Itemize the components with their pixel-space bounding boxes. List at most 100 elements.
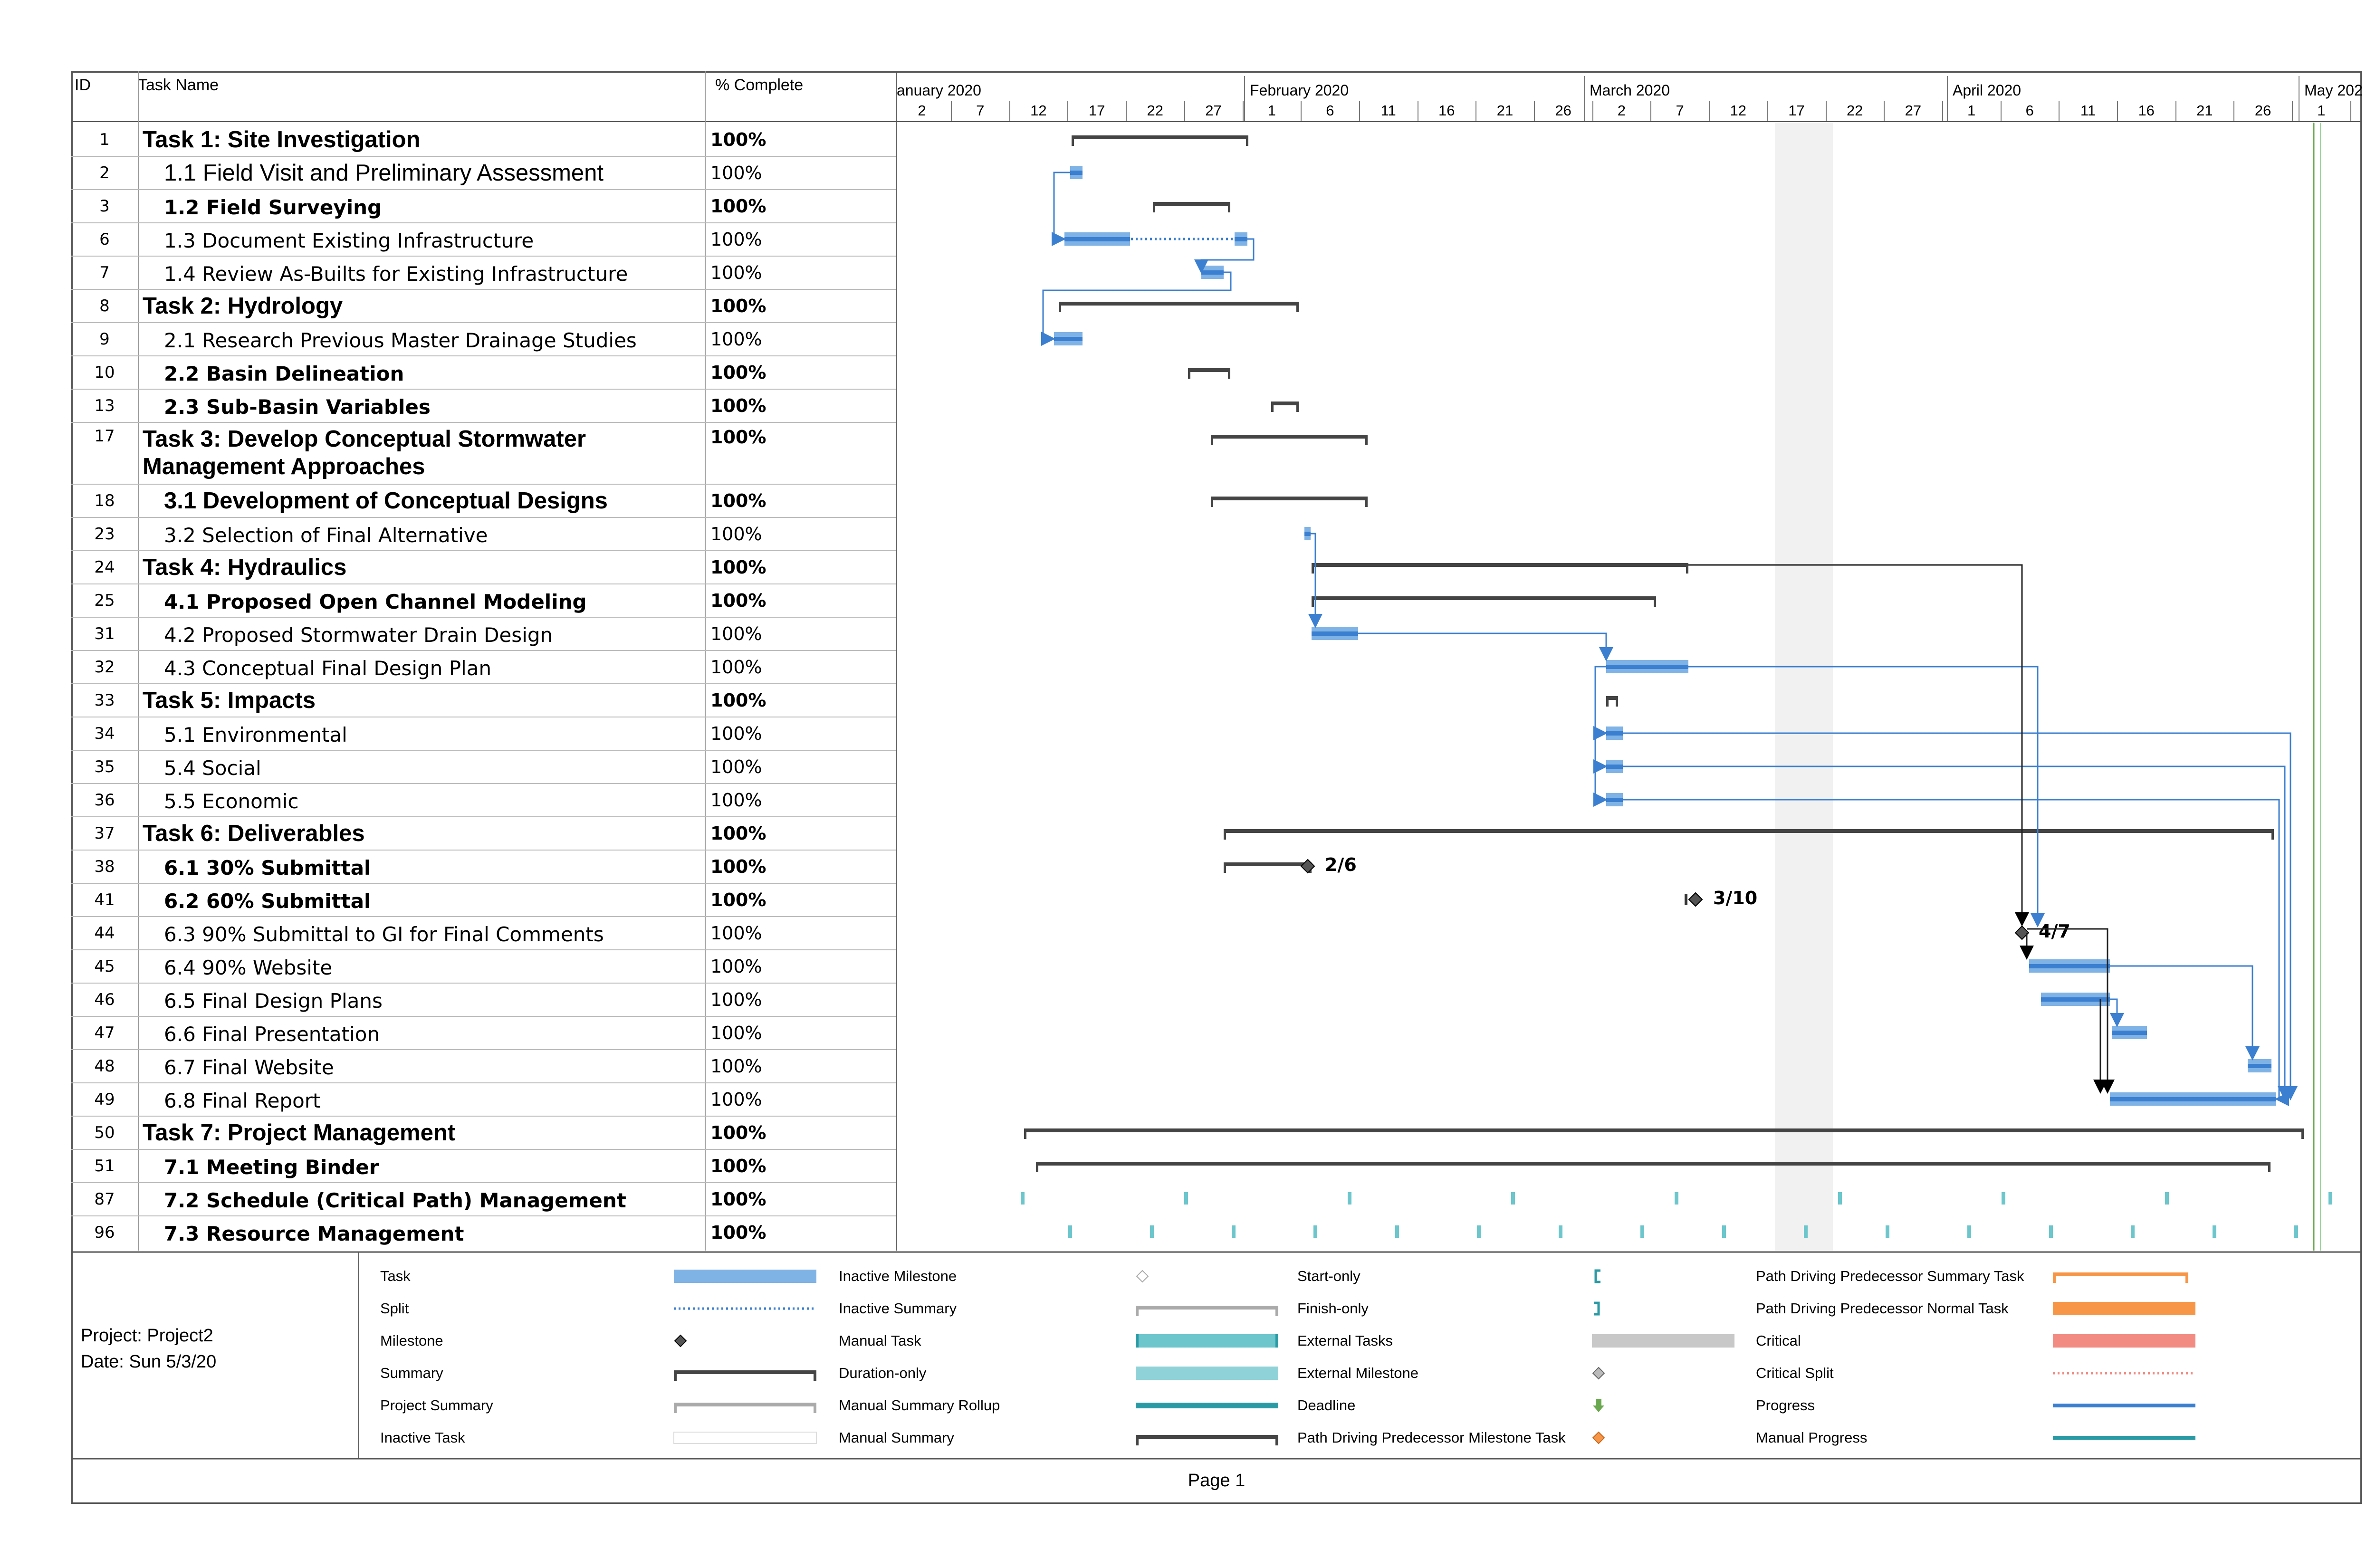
table-row[interactable]: 34 5.1 Environmental 100% <box>71 717 896 750</box>
table-row[interactable]: 6 1.3 Document Existing Infrastructure 100… <box>71 222 896 256</box>
percent-complete: 100% <box>710 590 766 611</box>
percent-complete: 100% <box>710 657 762 678</box>
month-divider <box>1584 76 1585 121</box>
table-row[interactable]: 45 6.4 90% Website 100% <box>71 949 896 983</box>
task-id: 25 <box>94 591 115 610</box>
table-row[interactable]: 47 6.6 Final Presentation 100% <box>71 1016 896 1049</box>
manual-task-tick <box>2328 1192 2332 1205</box>
task-name[interactable]: 6.6 Final Presentation <box>164 1023 380 1046</box>
table-row[interactable]: 49 6.8 Final Report 100% <box>71 1082 896 1116</box>
legend-label: Inactive Task <box>380 1429 465 1446</box>
summary-task-name[interactable]: Task 4: Hydraulics <box>143 555 347 580</box>
table-row[interactable]: 87 7.2 Schedule (Critical Path) Managemen… <box>71 1182 896 1215</box>
table-row[interactable]: 48 6.7 Final Website 100% <box>71 1049 896 1082</box>
legend-symbol-critical <box>2053 1334 2195 1348</box>
task-name[interactable]: 6.4 90% Website <box>164 956 333 979</box>
table-row[interactable]: 23 3.2 Selection of Final Alternative 100% <box>71 517 896 550</box>
day-label: 6 <box>1326 102 1334 119</box>
task-name[interactable]: 2.3 Sub-Basin Variables <box>164 395 431 419</box>
table-row[interactable]: 2 1.1 Field Visit and Preliminary Assessm… <box>71 156 896 189</box>
task-name[interactable]: 5.4 Social <box>164 756 261 780</box>
legend-symbol-manual-progress <box>2053 1436 2195 1440</box>
task-name[interactable]: 1.1 Field Visit and Preliminary Assessme… <box>164 160 604 186</box>
manual-task-tick <box>1886 1225 1889 1238</box>
table-row[interactable]: 41 6.2 60% Submittal 100% <box>71 883 896 916</box>
table-row[interactable]: 10 2.2 Basin Delineation 100% <box>71 355 896 389</box>
table-row[interactable]: 51 7.1 Meeting Binder 100% <box>71 1149 896 1182</box>
summary-task-name[interactable]: Task 1: Site Investigation <box>143 127 421 153</box>
legend-symbol-summary <box>674 1370 816 1374</box>
task-name[interactable]: 2.2 Basin Delineation <box>164 362 404 385</box>
table-row[interactable]: 50 Task 7: Project Management 100% <box>71 1116 896 1149</box>
summary-bar <box>1211 497 1368 500</box>
day-label: 6 <box>2025 102 2034 119</box>
task-name[interactable]: 6.7 Final Website <box>164 1056 334 1079</box>
table-row[interactable]: 31 4.2 Proposed Stormwater Drain Design 10… <box>71 617 896 650</box>
summary-bar <box>1606 696 1618 700</box>
summary-task-name[interactable]: Task 5: Impacts <box>143 688 316 713</box>
table-row[interactable]: 33 Task 5: Impacts 100% <box>71 683 896 717</box>
task-id: 18 <box>94 491 115 510</box>
table-row[interactable]: 25 4.1 Proposed Open Channel Modeling 100% <box>71 583 896 617</box>
task-name[interactable]: 1.3 Document Existing Infrastructure <box>164 229 534 252</box>
day-tick <box>2233 101 2235 121</box>
task-name[interactable]: 4.3 Conceptual Final Design Plan <box>164 657 492 680</box>
task-name[interactable]: 3.1 Development of Conceptual Designs <box>164 488 608 514</box>
legend-label: Progress <box>1756 1397 1815 1414</box>
month-divider <box>1244 76 1245 121</box>
table-row[interactable]: 37 Task 6: Deliverables 100% <box>71 816 896 850</box>
table-row[interactable]: 24 Task 4: Hydraulics 100% <box>71 550 896 583</box>
task-name[interactable]: 5.5 Economic <box>164 790 299 813</box>
table-row[interactable]: 9 2.1 Research Previous Master Drainage S… <box>71 322 896 355</box>
table-row[interactable]: 13 2.3 Sub-Basin Variables 100% <box>71 389 896 422</box>
task-name[interactable]: 3.2 Selection of Final Alternative <box>164 524 488 547</box>
table-row[interactable]: 1 Task 1: Site Investigation 100% <box>71 123 896 156</box>
task-name[interactable]: 1.4 Review As-Builts for Existing Infras… <box>164 262 628 286</box>
legend-label: Manual Progress <box>1756 1429 1868 1446</box>
summary-task-name[interactable]: Task 3: Develop Conceptual Stormwater <box>143 426 586 452</box>
table-row[interactable]: 35 5.4 Social 100% <box>71 750 896 783</box>
table-row[interactable]: 44 6.3 90% Submittal to GI for Final Comm… <box>71 916 896 949</box>
summary-task-name[interactable]: Task 7: Project Management <box>143 1120 456 1146</box>
task-name[interactable]: 7.3 Resource Management <box>164 1222 464 1245</box>
task-id: 48 <box>94 1057 115 1076</box>
task-name[interactable]: 7.2 Schedule (Critical Path) Management <box>164 1189 626 1212</box>
table-row[interactable]: 17 Task 3: Develop Conceptual Stormwater M… <box>71 422 896 484</box>
task-name[interactable]: 6.2 60% Submittal <box>164 889 371 913</box>
summary-task-name[interactable]: Task 6: Deliverables <box>143 821 365 846</box>
task-name[interactable]: 1.2 Field Surveying <box>164 196 382 219</box>
percent-complete: 100% <box>710 229 762 250</box>
task-id: 33 <box>94 691 115 710</box>
manual-task-tick <box>1640 1225 1644 1238</box>
task-name[interactable]: 6.8 Final Report <box>164 1089 321 1112</box>
task-name[interactable]: 2.1 Research Previous Master Drainage St… <box>164 329 637 352</box>
legend-label: Inactive Summary <box>839 1300 957 1317</box>
task-name[interactable]: 4.2 Proposed Stormwater Drain Design <box>164 623 553 647</box>
task-id: 10 <box>94 363 115 382</box>
task-name[interactable]: 5.1 Environmental <box>164 723 347 746</box>
table-row[interactable]: 38 6.1 30% Submittal 100% <box>71 850 896 883</box>
task-id: 3 <box>99 197 110 216</box>
day-label: 16 <box>1438 102 1455 119</box>
manual-task-tick <box>1838 1192 1842 1205</box>
table-row[interactable]: 96 7.3 Resource Management 100% <box>71 1215 896 1249</box>
table-row[interactable]: 3 1.2 Field Surveying 100% <box>71 189 896 222</box>
summary-task-name[interactable]: Task 2: Hydrology <box>143 293 343 319</box>
task-name[interactable]: 6.3 90% Submittal to GI for Final Commen… <box>164 923 604 946</box>
table-row[interactable]: 18 3.1 Development of Conceptual Designs 1… <box>71 484 896 517</box>
table-row[interactable]: 32 4.3 Conceptual Final Design Plan 100% <box>71 650 896 683</box>
task-progress <box>1235 237 1247 241</box>
table-row[interactable]: 7 1.4 Review As-Builts for Existing Infra… <box>71 256 896 289</box>
task-name[interactable]: 4.1 Proposed Open Channel Modeling <box>164 590 587 613</box>
legend-symbol-inactive-summary <box>1136 1306 1139 1316</box>
table-row[interactable]: 46 6.5 Final Design Plans 100% <box>71 983 896 1016</box>
legend-symbol-start-only <box>1594 1269 1600 1283</box>
manual-task-tick <box>1967 1225 1971 1238</box>
task-name[interactable]: 7.1 Meeting Binder <box>164 1156 379 1179</box>
task-progress <box>1606 765 1623 769</box>
task-name[interactable]: 6.1 30% Submittal <box>164 856 371 880</box>
task-name[interactable]: 6.5 Final Design Plans <box>164 989 383 1013</box>
percent-complete: 100% <box>710 362 766 383</box>
table-row[interactable]: 36 5.5 Economic 100% <box>71 783 896 816</box>
table-row[interactable]: 8 Task 2: Hydrology 100% <box>71 289 896 322</box>
